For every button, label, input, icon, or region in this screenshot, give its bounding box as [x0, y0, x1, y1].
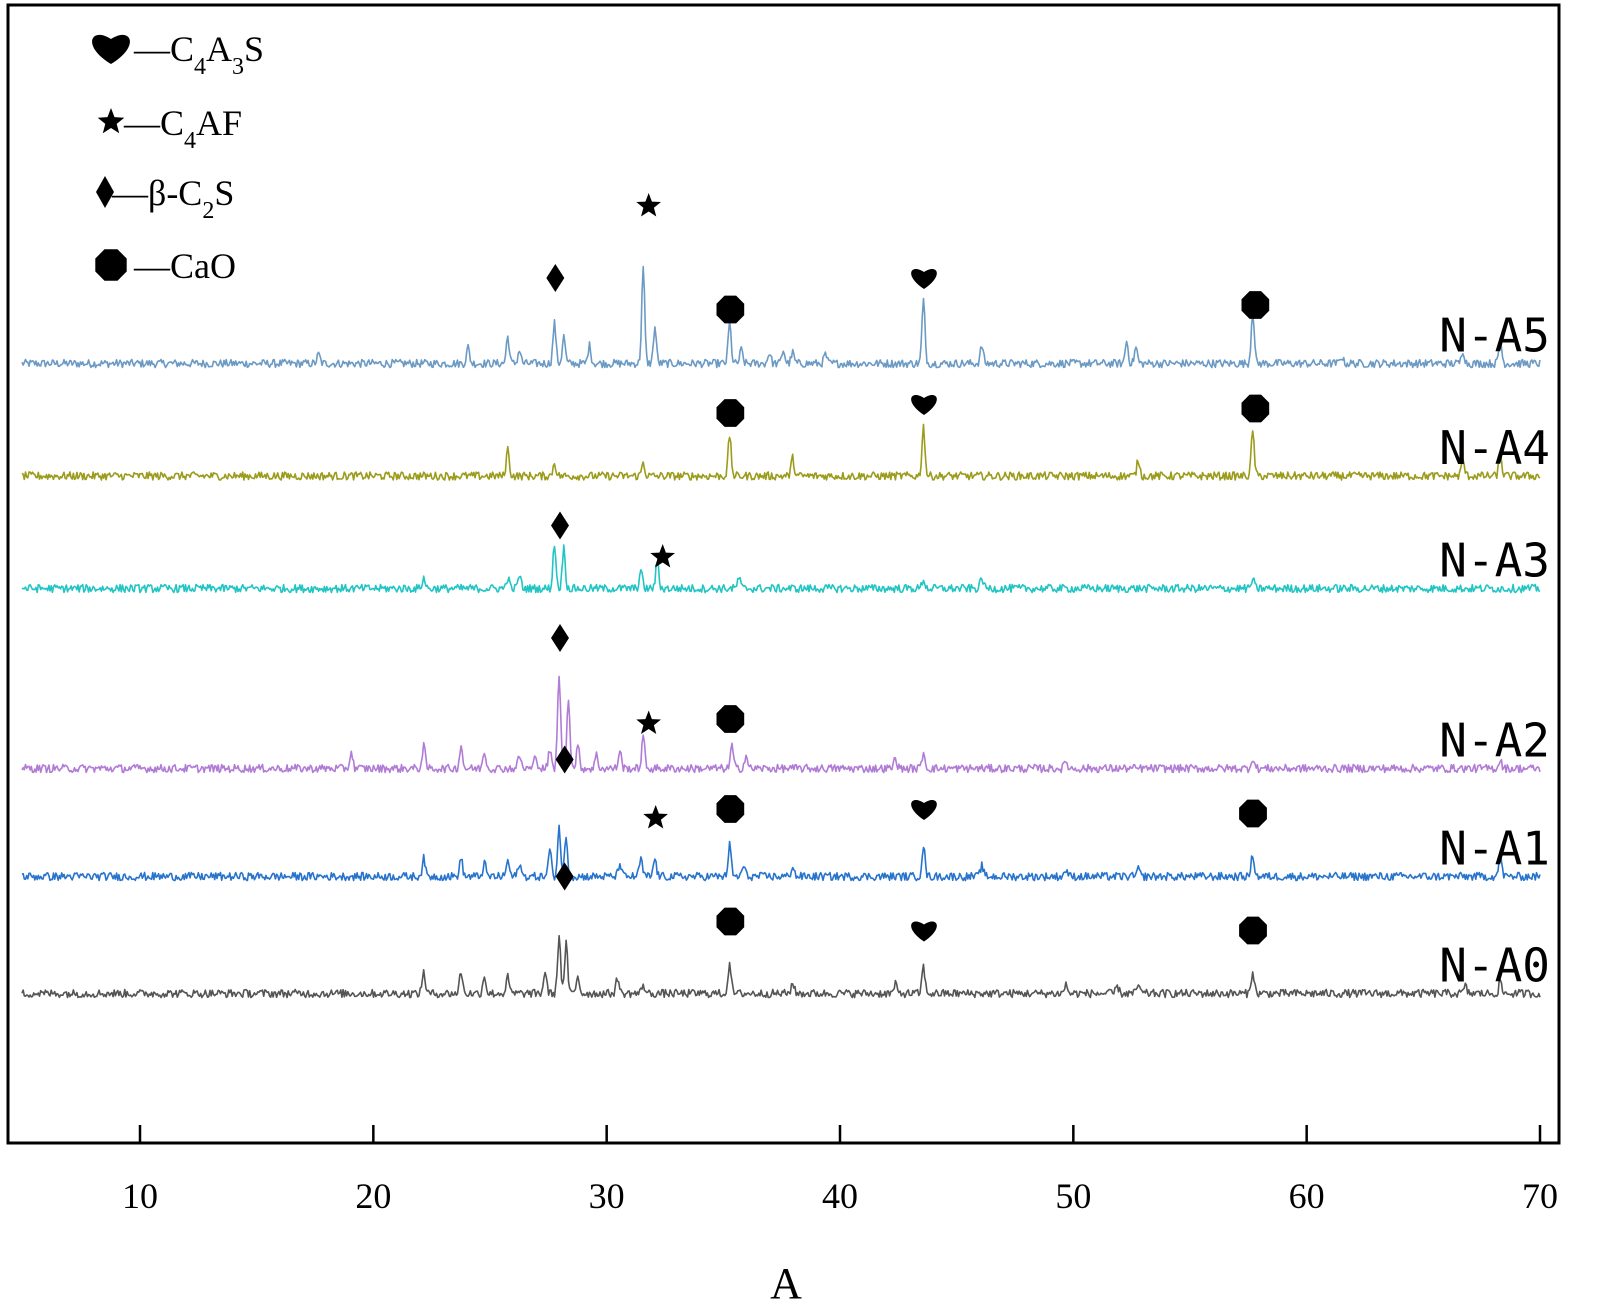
x-axis-label: A: [770, 1259, 802, 1308]
series-label: N-A5: [1439, 309, 1550, 363]
series-line-n-a2: [21, 675, 1541, 774]
x-tick-label: 40: [822, 1176, 858, 1216]
legend-label: —C4A3S: [133, 29, 264, 80]
peak-marker-diamond-icon: [555, 745, 574, 774]
legend-sub1: 2: [202, 198, 214, 224]
series-line-n-a4: [21, 423, 1541, 481]
peak-marker-star-icon: [643, 805, 668, 829]
legend-label: —CaO: [133, 246, 236, 286]
legend-label: —C4AF: [123, 103, 242, 154]
legend-tail: S: [244, 29, 264, 69]
peak-marker-diamond-icon: [555, 862, 574, 891]
series-label: N-A0: [1439, 939, 1550, 993]
peak-marker-diamond-icon: [551, 624, 569, 652]
legend-heart-icon: [92, 34, 130, 64]
legend-dash: —: [123, 103, 161, 143]
legend-sub2: 3: [232, 54, 244, 80]
peak-marker-diamond-icon: [551, 511, 569, 540]
series-labels: N-A5 N-A4 N-A3 N-A2 N-A1 N-A0: [1439, 309, 1550, 993]
series-label: N-A3: [1439, 534, 1550, 588]
series-line-n-a0: [21, 934, 1541, 999]
series-label: N-A1: [1439, 822, 1550, 876]
peak-marker-heart-icon: [911, 800, 937, 820]
series-line-n-a3: [21, 544, 1541, 594]
peak-marker-octagon-icon: [716, 795, 745, 823]
legend-base: β-C: [148, 173, 202, 213]
series-line-n-a1: [21, 824, 1541, 882]
legend-base: C: [170, 29, 194, 69]
legend-star-icon: [97, 108, 125, 134]
peak-marker-star-icon: [636, 710, 661, 734]
legend-mid: A: [206, 29, 232, 69]
peak-marker-octagon-icon: [716, 907, 745, 936]
x-tick-label: 60: [1289, 1176, 1325, 1216]
legend-label: —β-C2S: [111, 173, 234, 224]
series-traces: [21, 265, 1541, 999]
legend-diamond-icon: [96, 176, 114, 208]
peak-marker-diamond-icon: [546, 264, 565, 292]
legend-mid: AF: [196, 103, 242, 143]
series-label: N-A4: [1439, 421, 1550, 475]
x-tick-label: 20: [355, 1176, 391, 1216]
plot-frame: [6, 3, 1561, 1145]
peak-marker-octagon-icon: [1241, 291, 1270, 319]
peak-marker-octagon-icon: [1241, 394, 1270, 423]
legend-mid: S: [214, 173, 234, 213]
x-tick-label: 70: [1522, 1176, 1558, 1216]
x-axis-ticks: 10 20 30 40 50 60 70: [122, 1125, 1558, 1216]
legend-dash: —: [111, 173, 149, 213]
series-line-n-a5: [21, 265, 1541, 369]
peak-marker-octagon-icon: [1239, 916, 1267, 945]
series-label: N-A2: [1439, 714, 1550, 768]
legend-base: C: [160, 103, 184, 143]
legend-dash: —: [133, 29, 171, 69]
peak-marker-star-icon: [636, 193, 661, 217]
legend-octagon-icon: [95, 249, 127, 281]
peak-marker-octagon-icon: [716, 399, 745, 427]
peak-marker-octagon-icon: [716, 295, 745, 324]
legend-dash: —: [133, 246, 171, 286]
x-tick-label: 50: [1055, 1176, 1091, 1216]
peak-marker-heart-icon: [911, 921, 937, 942]
peak-markers: [546, 193, 1270, 945]
peak-marker-heart-icon: [911, 395, 937, 415]
legend: —C4A3S—C4AF—β-C2S—CaO: [92, 29, 264, 286]
peak-marker-octagon-icon: [1239, 799, 1267, 828]
x-tick-label: 10: [122, 1176, 158, 1216]
peak-marker-octagon-icon: [716, 705, 745, 733]
legend-sub1: 4: [194, 54, 206, 80]
x-tick-label: 30: [589, 1176, 625, 1216]
legend-base: CaO: [170, 246, 236, 286]
legend-sub1: 4: [184, 128, 196, 154]
peak-marker-star-icon: [650, 544, 675, 568]
peak-marker-heart-icon: [911, 269, 937, 289]
